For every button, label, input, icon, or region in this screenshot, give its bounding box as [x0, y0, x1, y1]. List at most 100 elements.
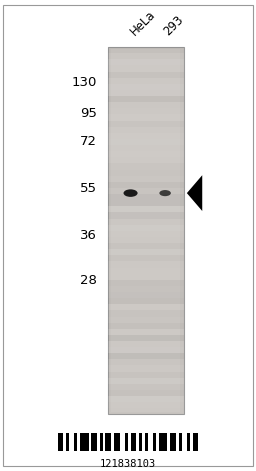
Ellipse shape — [159, 190, 171, 196]
Bar — [108, 194, 184, 200]
Bar — [108, 274, 184, 280]
Bar — [108, 347, 184, 353]
Bar — [125, 433, 128, 451]
Text: 28: 28 — [80, 274, 97, 287]
Bar — [108, 188, 184, 194]
Bar — [108, 298, 184, 304]
Bar — [108, 378, 184, 384]
Bar — [167, 433, 170, 451]
Bar — [108, 292, 184, 298]
Bar — [108, 341, 184, 347]
Bar — [108, 408, 184, 414]
Polygon shape — [187, 175, 202, 211]
Bar — [108, 219, 184, 225]
Bar — [91, 433, 97, 451]
Bar — [74, 433, 77, 451]
Bar — [103, 433, 105, 451]
Bar — [111, 433, 114, 451]
Bar — [108, 206, 184, 212]
Bar — [120, 433, 125, 451]
Bar — [131, 433, 136, 451]
Bar — [108, 372, 184, 378]
Text: 36: 36 — [80, 229, 97, 242]
Bar — [108, 121, 184, 127]
Bar — [182, 433, 187, 451]
Bar — [114, 433, 120, 451]
Bar — [108, 359, 184, 365]
Bar — [108, 310, 184, 317]
Bar — [139, 433, 142, 451]
Bar — [136, 433, 139, 451]
Bar — [108, 317, 184, 323]
Bar — [108, 47, 184, 414]
Bar — [66, 433, 69, 451]
Bar — [97, 433, 100, 451]
Bar — [108, 65, 184, 72]
Bar — [108, 182, 184, 188]
Bar — [108, 90, 184, 96]
Bar — [108, 335, 184, 341]
Bar — [58, 433, 63, 451]
Bar — [108, 304, 184, 310]
Bar — [63, 433, 66, 451]
Text: 130: 130 — [72, 76, 97, 89]
Bar — [170, 433, 176, 451]
Bar — [108, 268, 184, 274]
Bar — [108, 170, 184, 176]
Bar — [108, 200, 184, 206]
Bar — [187, 433, 190, 451]
Bar — [108, 47, 184, 53]
Bar — [108, 151, 184, 157]
Bar — [108, 225, 184, 231]
Text: 72: 72 — [80, 135, 97, 148]
Bar — [111, 49, 180, 412]
Bar — [128, 433, 131, 451]
Bar — [108, 127, 184, 133]
Bar — [159, 433, 167, 451]
Bar — [89, 433, 91, 451]
Bar — [108, 384, 184, 390]
Bar — [108, 59, 184, 65]
Bar — [108, 365, 184, 372]
Bar — [108, 96, 184, 102]
Bar — [108, 249, 184, 255]
Bar — [153, 433, 156, 451]
Bar — [145, 433, 148, 451]
Bar — [108, 108, 184, 114]
Bar — [156, 433, 159, 451]
Bar — [193, 433, 198, 451]
Bar — [69, 433, 74, 451]
Bar — [100, 433, 103, 451]
Bar — [108, 133, 184, 139]
Bar — [108, 53, 184, 59]
Text: 293: 293 — [161, 13, 186, 38]
Bar — [176, 433, 179, 451]
Bar — [77, 433, 80, 451]
Bar — [108, 402, 184, 408]
Bar — [108, 280, 184, 286]
Bar — [142, 433, 145, 451]
Bar — [80, 433, 89, 451]
Text: 121838103: 121838103 — [100, 459, 156, 469]
Bar — [108, 323, 184, 329]
Bar — [108, 261, 184, 268]
Bar — [108, 255, 184, 261]
Bar — [148, 433, 153, 451]
Bar — [108, 329, 184, 335]
Bar — [108, 286, 184, 292]
Bar — [108, 243, 184, 249]
Bar — [108, 78, 184, 84]
Text: 55: 55 — [80, 182, 97, 195]
Bar — [108, 353, 184, 359]
Bar — [108, 163, 184, 170]
Text: 95: 95 — [80, 106, 97, 120]
Bar — [108, 237, 184, 243]
Bar — [108, 157, 184, 163]
Bar — [108, 72, 184, 78]
Text: HeLa: HeLa — [128, 8, 158, 38]
Bar — [108, 102, 184, 108]
Bar — [105, 433, 111, 451]
Bar — [108, 396, 184, 402]
Bar — [179, 433, 182, 451]
Bar — [108, 139, 184, 145]
